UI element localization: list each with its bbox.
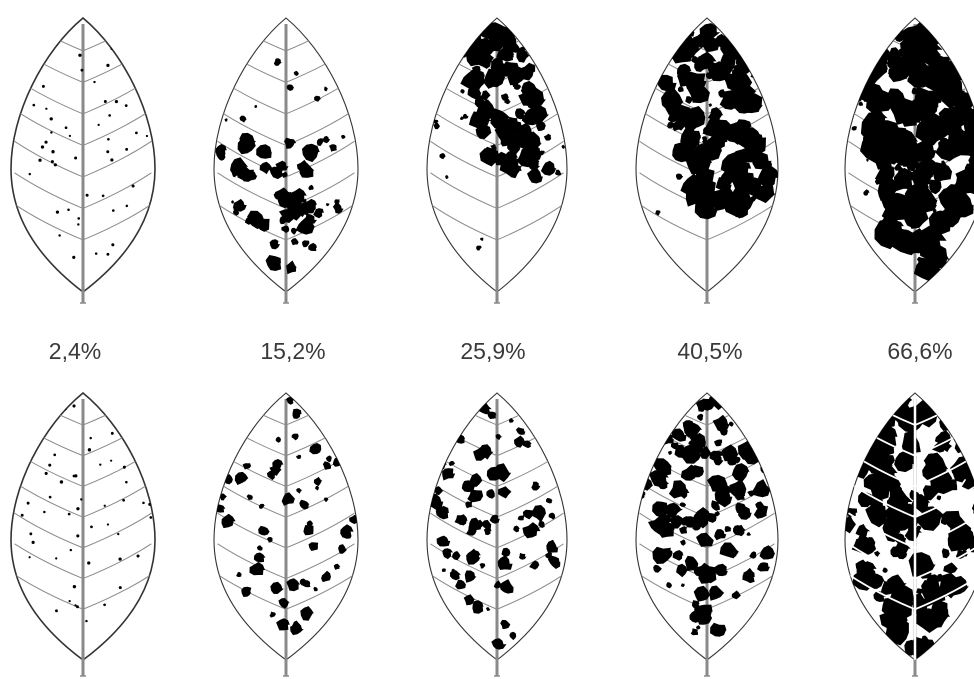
leaf-bottom-3 bbox=[426, 392, 568, 677]
leaf-top-5 bbox=[844, 17, 974, 304]
lesion-area bbox=[655, 23, 778, 220]
leaf-top-2 bbox=[213, 17, 359, 304]
lesion-area bbox=[215, 58, 346, 275]
severity-label-1: 2,4% bbox=[49, 338, 101, 364]
severity-label-4: 40,5% bbox=[677, 338, 742, 364]
leaf-top-4 bbox=[635, 17, 779, 304]
leaf-top-1 bbox=[10, 16, 156, 304]
lesion-area bbox=[28, 42, 149, 259]
leaf-bottom-1 bbox=[10, 391, 156, 677]
leaf-bottom-5 bbox=[844, 392, 974, 677]
leaf-bottom-4 bbox=[635, 392, 779, 677]
leaf-bottom-2 bbox=[213, 392, 359, 677]
lesion-area bbox=[20, 404, 153, 623]
lesion-area bbox=[637, 393, 775, 637]
leaf-top-3 bbox=[426, 17, 568, 304]
lesion-area bbox=[215, 396, 358, 636]
severity-label-5: 66,6% bbox=[887, 338, 952, 364]
lesion-area bbox=[433, 22, 566, 251]
lesion-area bbox=[845, 393, 974, 660]
severity-label-3: 25,9% bbox=[460, 338, 525, 364]
severity-label-2: 15,2% bbox=[260, 338, 325, 364]
